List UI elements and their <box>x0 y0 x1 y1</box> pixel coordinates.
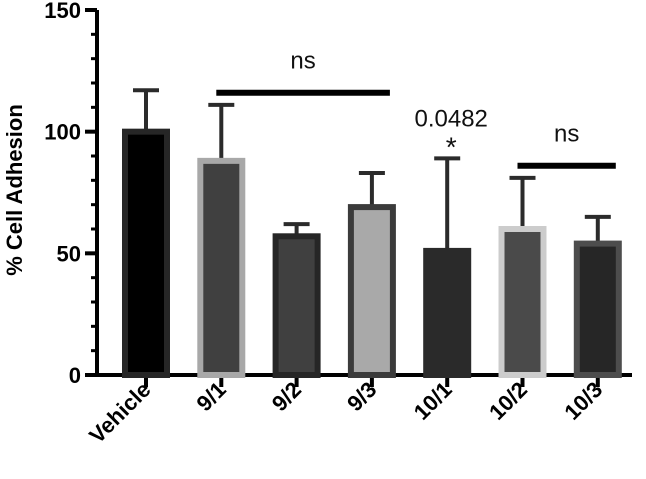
x-tick-label: 9/3 <box>342 377 381 416</box>
significance-star: * <box>446 131 457 162</box>
p-value-label: 0.0482 <box>414 105 487 132</box>
bar <box>272 233 321 378</box>
bar <box>197 157 246 378</box>
bar <box>347 204 396 378</box>
significance-label: ns <box>554 121 579 148</box>
annotations: ns 0.0482* ns <box>216 48 616 169</box>
x-tick-label: Vehicle <box>84 377 155 448</box>
bars <box>122 88 622 378</box>
x-tick-label: 10/3 <box>559 377 607 425</box>
bar <box>498 226 547 378</box>
y-tick-label: 100 <box>44 120 81 145</box>
y-axis-label: % Cell Adhesion <box>2 104 27 276</box>
y-tick-label: 50 <box>57 241 81 266</box>
bar <box>122 128 170 378</box>
x-tick-label: 9/2 <box>267 377 306 416</box>
y-tick-label: 150 <box>44 0 81 23</box>
x-tick-label: 10/1 <box>409 377 457 425</box>
significance-label: ns <box>290 48 315 75</box>
bar <box>423 247 472 378</box>
x-tick-label: 10/2 <box>484 377 532 425</box>
bar <box>573 240 622 378</box>
x-tick-label: 9/1 <box>192 377 231 416</box>
y-tick-label: 0 <box>69 363 81 388</box>
